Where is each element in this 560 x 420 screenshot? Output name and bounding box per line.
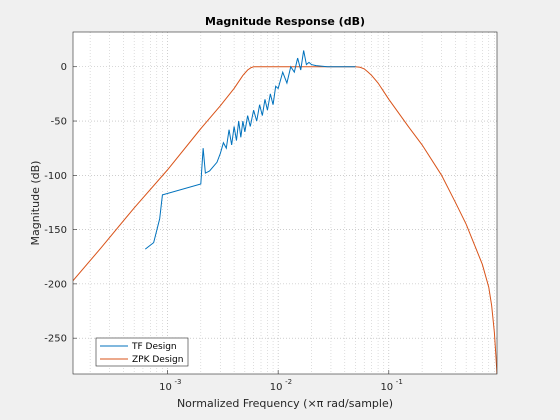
legend-label-zpk: ZPK Design: [132, 355, 183, 365]
y-axis-label: Magnitude (dB): [29, 161, 42, 246]
chart-title: Magnitude Response (dB): [205, 15, 365, 28]
x-axis-label: Normalized Frequency (×π rad/sample): [177, 397, 393, 410]
legend-label-tf: TF Design: [131, 342, 177, 352]
y-tick-label: -100: [44, 171, 67, 182]
x-tick-exponent: -1: [396, 378, 403, 386]
y-tick-label: -50: [51, 117, 67, 128]
axes-box: [72, 31, 498, 375]
y-tick-label: 0: [61, 62, 67, 73]
x-tick-label: 10: [270, 382, 283, 393]
x-tick-label: 10: [380, 382, 393, 393]
legend-box: [95, 337, 189, 367]
x-tick-label: 10: [159, 382, 172, 393]
legend: TF Design ZPK Design: [95, 337, 189, 367]
series-line-tf-design: [144, 50, 356, 250]
series-line-zpk-design: [73, 66, 497, 374]
x-tick-exponent: -2: [285, 378, 292, 386]
x-tick-exponent: -3: [174, 378, 181, 386]
y-tick-label: -200: [44, 279, 67, 290]
grid-lines: [73, 32, 497, 374]
series-group: [73, 50, 497, 374]
y-tick-label: -150: [44, 225, 67, 236]
y-tick-label: -250: [44, 334, 67, 345]
axis-ticks: 10 -3 10 -2 10 -10-50-100-150-200-250: [44, 62, 402, 393]
plot-area: [73, 32, 497, 374]
